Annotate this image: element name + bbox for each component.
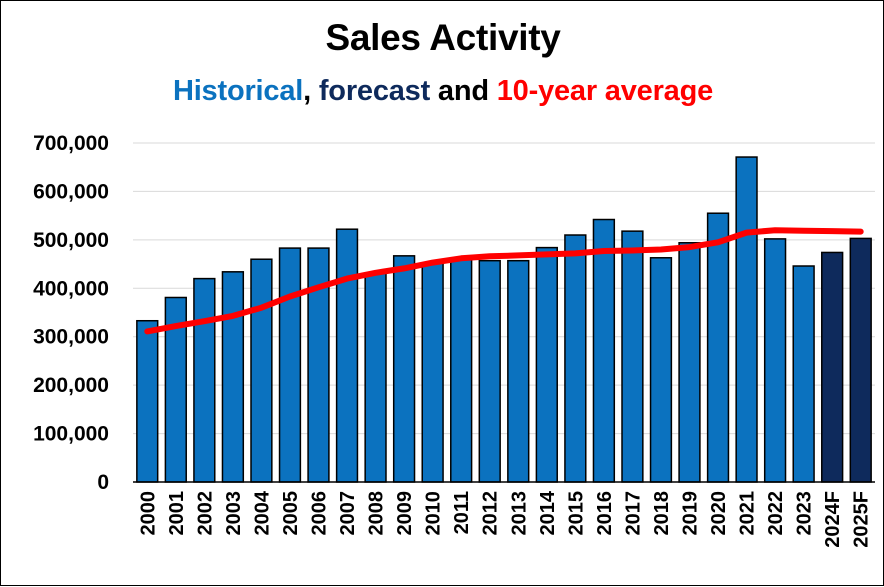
x-tick-label: 2022 [765,491,787,536]
historical-bar [507,259,530,483]
historical-bar [450,258,473,483]
x-tick-label: 2016 [594,491,616,536]
historical-bar [136,319,159,483]
historical-bar [392,255,416,483]
x-tick-label: 2021 [737,491,759,536]
historical-bar [193,277,216,483]
x-tick-label: 2010 [423,491,445,535]
x-tick-label: 2008 [366,491,388,536]
x-tick-label: 2003 [223,491,245,536]
y-tick-label: 400,000 [33,277,109,300]
x-tick-label: 2013 [508,491,530,536]
historical-bar [364,272,387,483]
subtitle-separator-2: and [430,75,497,107]
historical-bar [564,234,587,483]
historical-bar [221,271,245,483]
x-tick-label: 2009 [394,491,416,536]
x-tick-label: 2023 [794,491,816,536]
historical-bar [706,212,730,483]
subtitle-forecast: forecast [318,75,431,107]
historical-bar [649,257,673,483]
x-tick-label: 2024F [822,491,844,548]
historical-bar [535,246,558,483]
historical-bar [278,247,302,483]
historical-bar [250,258,273,483]
historical-bar [335,228,359,483]
historical-bar [421,262,444,483]
x-tick-label: 2007 [337,491,359,536]
x-tick-label: 2014 [537,490,559,535]
x-tick-label: 2005 [280,491,302,536]
chart-title: Sales Activity [325,17,561,58]
chart-subtitle: Historical, forecast and 10-year average [1,75,884,108]
y-tick-label: 700,000 [33,132,109,155]
historical-bar [678,242,701,483]
y-tick-label: 0 [97,471,109,494]
y-tick-label: 500,000 [33,229,109,252]
x-tick-label: 2001 [166,491,188,536]
historical-bar [735,156,758,483]
subtitle-historical: Historical [172,75,304,107]
y-tick-label: 600,000 [33,180,109,203]
x-tick-label: 2004 [251,490,273,535]
x-tick-label: 2000 [137,491,159,536]
subtitle-separator-1: , [303,75,319,107]
x-tick-label: 2018 [651,491,673,536]
y-tick-label: 300,000 [33,326,109,349]
x-tick-label: 2006 [309,491,331,536]
historical-bar [763,238,787,483]
y-tick-label: 200,000 [33,374,109,397]
x-tick-label: 2025F [851,491,873,548]
x-tick-label: 2017 [622,491,644,536]
historical-bar [592,218,616,483]
x-tick-label: 2011 [451,491,473,534]
historical-bar [792,265,815,483]
forecast-bar [849,237,872,483]
x-tick-label: 2002 [194,491,216,536]
historical-bar [621,230,644,483]
average-line [144,227,864,335]
x-tick-label: 2020 [708,491,730,536]
x-tick-label: 2019 [680,491,702,536]
historical-bar [478,259,501,483]
subtitle-average: 10-year average [496,75,714,107]
forecast-bar [821,251,844,483]
y-tick-label: 100,000 [33,423,109,446]
x-tick-label: 2012 [480,491,502,536]
x-tick-label: 2015 [565,491,587,536]
